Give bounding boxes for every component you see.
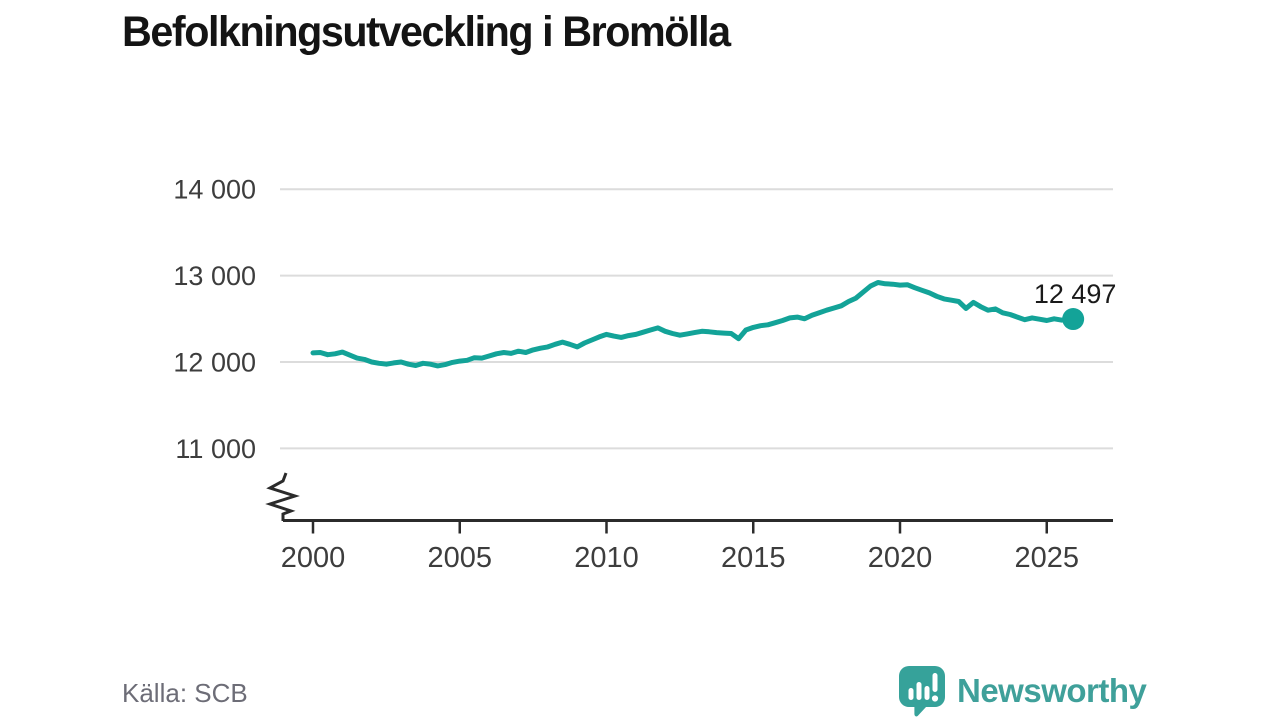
newsworthy-speech-bubble-bar-chart-icon — [899, 666, 945, 717]
x-axis-tick-label: 2005 — [427, 542, 492, 574]
y-axis-tick-label: 14 000 — [173, 175, 256, 205]
chart-title: Befolkningsutveckling i Bromölla — [122, 8, 731, 56]
newsworthy-branding: Newsworthy — [897, 664, 1147, 718]
x-axis-tick-label: 2010 — [574, 542, 639, 574]
latest-value-label: 12 497 — [1034, 279, 1117, 309]
y-axis-tick-label: 13 000 — [173, 261, 256, 291]
x-axis-tick-label: 2020 — [868, 542, 933, 574]
x-axis-tick-label: 2025 — [1014, 542, 1079, 574]
axis-break-zigzag — [265, 472, 300, 521]
x-axis-tick-label: 2000 — [281, 542, 346, 574]
y-axis-tick-label: 11 000 — [175, 434, 256, 464]
population-series-line — [310, 280, 1076, 369]
latest-value-marker — [1062, 308, 1085, 331]
y-axis-tick-label: 12 000 — [173, 348, 256, 378]
newsworthy-wordmark: Newsworthy — [957, 672, 1147, 709]
x-axis-tick-label: 2015 — [721, 542, 786, 574]
source-note: Källa: SCB — [122, 678, 248, 708]
